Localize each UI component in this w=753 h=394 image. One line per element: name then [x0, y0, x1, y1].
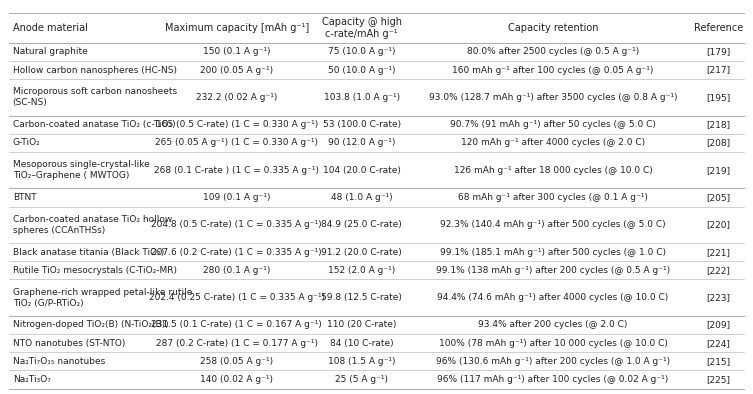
Text: [220]: [220] — [706, 220, 730, 229]
Text: [221]: [221] — [706, 248, 730, 256]
Text: 96% (117 mAh g⁻¹) after 100 cycles (@ 0.02 A g⁻¹): 96% (117 mAh g⁻¹) after 100 cycles (@ 0.… — [437, 375, 669, 384]
Text: 48 (1.0 A g⁻¹): 48 (1.0 A g⁻¹) — [331, 193, 392, 202]
Text: 59.8 (12.5 C-rate): 59.8 (12.5 C-rate) — [322, 293, 402, 302]
Text: 280 (0.1 A g⁻¹): 280 (0.1 A g⁻¹) — [203, 266, 270, 275]
Text: 152 (2.0 A g⁻¹): 152 (2.0 A g⁻¹) — [328, 266, 395, 275]
Text: 202.4 (0.25 C-rate) (1 C = 0.335 A g⁻¹): 202.4 (0.25 C-rate) (1 C = 0.335 A g⁻¹) — [149, 293, 325, 302]
Text: [219]: [219] — [706, 166, 730, 175]
Text: 140 (0.02 A g⁻¹): 140 (0.02 A g⁻¹) — [200, 375, 273, 384]
Text: 99.1% (138 mAh g⁻¹) after 200 cycles (@ 0.5 A g⁻¹): 99.1% (138 mAh g⁻¹) after 200 cycles (@ … — [436, 266, 670, 275]
Text: Reference: Reference — [694, 23, 743, 33]
Text: 68 mAh g⁻¹ after 300 cycles (@ 0.1 A g⁻¹): 68 mAh g⁻¹ after 300 cycles (@ 0.1 A g⁻¹… — [458, 193, 648, 202]
Text: 231.5 (0.1 C-rate) (1 C = 0.167 A g⁻¹): 231.5 (0.1 C-rate) (1 C = 0.167 A g⁻¹) — [151, 320, 322, 329]
Text: 232.2 (0.02 A g⁻¹): 232.2 (0.02 A g⁻¹) — [196, 93, 278, 102]
Text: Graphene-rich wrapped petal-like rutile
TiO₂ (G/P-RTiO₂): Graphene-rich wrapped petal-like rutile … — [13, 288, 192, 308]
Text: 204.8 (0.5 C-rate) (1 C = 0.335 A g⁻¹): 204.8 (0.5 C-rate) (1 C = 0.335 A g⁻¹) — [151, 220, 322, 229]
Text: [225]: [225] — [706, 375, 730, 384]
Text: 150 (0.1 A g⁻¹): 150 (0.1 A g⁻¹) — [203, 47, 270, 56]
Text: 265 (0.05 A g⁻¹) (1 C = 0.330 A g⁻¹): 265 (0.05 A g⁻¹) (1 C = 0.330 A g⁻¹) — [155, 138, 319, 147]
Text: Black anatase titania (Black TiO₂): Black anatase titania (Black TiO₂) — [13, 248, 164, 256]
Text: 50 (10.0 A g⁻¹): 50 (10.0 A g⁻¹) — [328, 66, 395, 74]
Text: [195]: [195] — [706, 93, 730, 102]
Text: 75 (10.0 A g⁻¹): 75 (10.0 A g⁻¹) — [328, 47, 395, 56]
Text: 84 (10 C-rate): 84 (10 C-rate) — [330, 339, 394, 348]
Text: 100% (78 mAh g⁻¹) after 10 000 cycles (@ 10.0 C): 100% (78 mAh g⁻¹) after 10 000 cycles (@… — [438, 339, 667, 348]
Text: 200 (0.05 A g⁻¹): 200 (0.05 A g⁻¹) — [200, 66, 273, 74]
Text: Capacity @ high
c-rate/mAh g⁻¹: Capacity @ high c-rate/mAh g⁻¹ — [322, 17, 402, 39]
Text: 110 (20 C-rate): 110 (20 C-rate) — [327, 320, 397, 329]
Text: 165 (0.5 C-rate) (1 C = 0.330 A g⁻¹): 165 (0.5 C-rate) (1 C = 0.330 A g⁻¹) — [156, 120, 318, 129]
Text: Rutile TiO₂ mesocrystals (C-TiO₂-MR): Rutile TiO₂ mesocrystals (C-TiO₂-MR) — [13, 266, 177, 275]
Text: 94.4% (74.6 mAh g⁻¹) after 4000 cycles (@ 10.0 C): 94.4% (74.6 mAh g⁻¹) after 4000 cycles (… — [437, 293, 669, 302]
Text: 91.2 (20.0 C-rate): 91.2 (20.0 C-rate) — [322, 248, 402, 256]
Text: Na₂Ti₇O₁₅ nanotubes: Na₂Ti₇O₁₅ nanotubes — [13, 357, 105, 366]
Text: [217]: [217] — [706, 66, 730, 74]
Text: 268 (0.1 C-rate ) (1 C = 0.335 A g⁻¹): 268 (0.1 C-rate ) (1 C = 0.335 A g⁻¹) — [154, 166, 319, 175]
Text: 258 (0.05 A g⁻¹): 258 (0.05 A g⁻¹) — [200, 357, 273, 366]
Text: 93.4% after 200 cycles (@ 2.0 C): 93.4% after 200 cycles (@ 2.0 C) — [478, 320, 628, 329]
Text: Microporous soft carbon nanosheets
(SC-NS): Microporous soft carbon nanosheets (SC-N… — [13, 87, 177, 108]
Text: Carbon-coated anatase TiO₂ hollow
spheres (CCAnTHSs): Carbon-coated anatase TiO₂ hollow sphere… — [13, 215, 172, 235]
Text: Capacity retention: Capacity retention — [508, 23, 598, 33]
Text: Nitrogen-doped TiO₂(B) (N-TiO₂(B)): Nitrogen-doped TiO₂(B) (N-TiO₂(B)) — [13, 320, 168, 329]
Text: 80.0% after 2500 cycles (@ 0.5 A g⁻¹): 80.0% after 2500 cycles (@ 0.5 A g⁻¹) — [467, 47, 639, 56]
Text: [208]: [208] — [706, 138, 730, 147]
Text: [179]: [179] — [706, 47, 730, 56]
Text: [205]: [205] — [706, 193, 730, 202]
Text: [223]: [223] — [706, 293, 730, 302]
Text: Anode material: Anode material — [13, 23, 87, 33]
Text: [218]: [218] — [706, 120, 730, 129]
Text: 93.0% (128.7 mAh g⁻¹) after 3500 cycles (@ 0.8 A g⁻¹): 93.0% (128.7 mAh g⁻¹) after 3500 cycles … — [428, 93, 677, 102]
Text: [224]: [224] — [706, 339, 730, 348]
Text: 96% (130.6 mAh g⁻¹) after 200 cycles (@ 1.0 A g⁻¹): 96% (130.6 mAh g⁻¹) after 200 cycles (@ … — [436, 357, 670, 366]
Text: 92.3% (140.4 mAh g⁻¹) after 500 cycles (@ 5.0 C): 92.3% (140.4 mAh g⁻¹) after 500 cycles (… — [441, 220, 666, 229]
Text: 103.8 (1.0 A g⁻¹): 103.8 (1.0 A g⁻¹) — [324, 93, 400, 102]
Text: Natural graphite: Natural graphite — [13, 47, 87, 56]
Text: G-TiO₂: G-TiO₂ — [13, 138, 41, 147]
Text: 25 (5 A g⁻¹): 25 (5 A g⁻¹) — [335, 375, 389, 384]
Text: 287 (0.2 C-rate) (1 C = 0.177 A g⁻¹): 287 (0.2 C-rate) (1 C = 0.177 A g⁻¹) — [156, 339, 318, 348]
Text: Mesoporous single-crystal-like
TiO₂–Graphene ( MWTOG): Mesoporous single-crystal-like TiO₂–Grap… — [13, 160, 149, 180]
Text: Maximum capacity [mAh g⁻¹]: Maximum capacity [mAh g⁻¹] — [165, 23, 309, 33]
Text: 109 (0.1 A g⁻¹): 109 (0.1 A g⁻¹) — [203, 193, 270, 202]
Text: NTO nanotubes (ST-NTO): NTO nanotubes (ST-NTO) — [13, 339, 125, 348]
Text: 207.6 (0.2 C-rate) (1 C = 0.335 A g⁻¹): 207.6 (0.2 C-rate) (1 C = 0.335 A g⁻¹) — [151, 248, 322, 256]
Text: 99.1% (185.1 mAh g⁻¹) after 500 cycles (@ 1.0 C): 99.1% (185.1 mAh g⁻¹) after 500 cycles (… — [440, 248, 666, 256]
Text: 90 (12.0 A g⁻¹): 90 (12.0 A g⁻¹) — [328, 138, 395, 147]
Text: 120 mAh g⁻¹ after 4000 cycles (@ 2.0 C): 120 mAh g⁻¹ after 4000 cycles (@ 2.0 C) — [461, 138, 645, 147]
Text: 126 mAh g⁻¹ after 18 000 cycles (@ 10.0 C): 126 mAh g⁻¹ after 18 000 cycles (@ 10.0 … — [453, 166, 652, 175]
Text: [215]: [215] — [706, 357, 730, 366]
Text: [209]: [209] — [706, 320, 730, 329]
Text: 104 (20.0 C-rate): 104 (20.0 C-rate) — [323, 166, 401, 175]
Text: Carbon-coated anatase TiO₂ (c-TiO₂): Carbon-coated anatase TiO₂ (c-TiO₂) — [13, 120, 175, 129]
Text: 108 (1.5 A g⁻¹): 108 (1.5 A g⁻¹) — [328, 357, 395, 366]
Text: 90.7% (91 mAh g⁻¹) after 50 cycles (@ 5.0 C): 90.7% (91 mAh g⁻¹) after 50 cycles (@ 5.… — [450, 120, 656, 129]
Text: Hollow carbon nanospheres (HC-NS): Hollow carbon nanospheres (HC-NS) — [13, 66, 177, 74]
Text: 160 mAh g⁻¹ after 100 cycles (@ 0.05 A g⁻¹): 160 mAh g⁻¹ after 100 cycles (@ 0.05 A g… — [453, 66, 654, 74]
Text: 84.9 (25.0 C-rate): 84.9 (25.0 C-rate) — [322, 220, 402, 229]
Text: BTNT: BTNT — [13, 193, 36, 202]
Text: [222]: [222] — [706, 266, 730, 275]
Text: Na₂Ti₃O₇: Na₂Ti₃O₇ — [13, 375, 50, 384]
Text: 53 (100.0 C-rate): 53 (100.0 C-rate) — [323, 120, 401, 129]
